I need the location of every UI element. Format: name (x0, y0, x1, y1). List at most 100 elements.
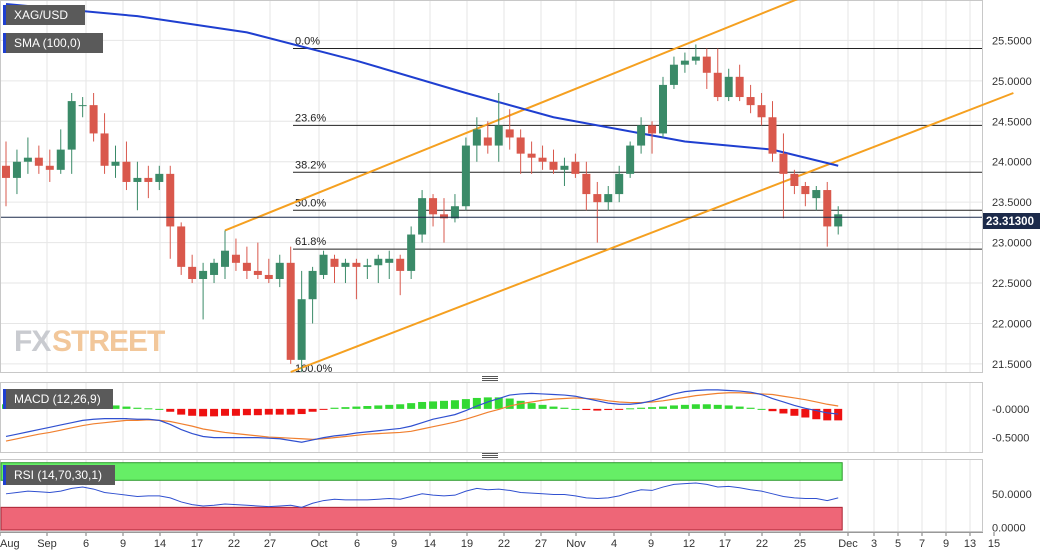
candle-body (407, 234, 416, 271)
candle (100, 113, 109, 174)
candle-body (680, 60, 689, 65)
sma-100-path (5, 3, 839, 167)
candle-body (100, 133, 109, 166)
candle-body (768, 117, 777, 154)
candle (12, 149, 21, 195)
candle-body (385, 258, 394, 263)
macd-histogram-bar (330, 407, 339, 409)
candle-body (78, 105, 87, 107)
x-tick-label: 9 (943, 538, 949, 550)
macd-histogram-bar (713, 404, 722, 409)
candle-body (582, 173, 591, 195)
candle-body (527, 153, 536, 158)
candle-body (724, 76, 733, 98)
candle (735, 64, 744, 102)
candle (637, 117, 646, 154)
candle-body (429, 198, 438, 215)
macd-histogram-bar (440, 400, 448, 409)
macd-histogram-bar (680, 404, 689, 409)
candle (275, 254, 284, 288)
x-tick-label: 19 (461, 538, 473, 550)
candle (210, 258, 219, 284)
candle (702, 48, 711, 89)
macd-histogram-bar (253, 408, 262, 416)
x-tick-label: 6 (83, 538, 89, 550)
macd-indicator-label[interactable]: MACD (12,26,9) (3, 389, 113, 409)
macd-histogram-bar (516, 400, 525, 409)
candle (429, 194, 438, 227)
macd-histogram-bar (210, 408, 219, 417)
macd-histogram-bar (626, 408, 635, 410)
candle-body (505, 129, 514, 138)
macd-histogram-bar (604, 408, 613, 411)
candle (78, 97, 87, 118)
macd-histogram-bar (637, 407, 646, 409)
fib-level-label: 23.6% (295, 112, 326, 124)
macd-histogram-bar (659, 406, 667, 409)
candle-body (89, 105, 98, 134)
candle-body (626, 145, 635, 174)
macd-histogram-bar (571, 408, 580, 410)
candle (440, 198, 448, 243)
candle (396, 254, 405, 296)
macd-histogram-bar (494, 397, 503, 409)
candle (418, 190, 427, 243)
candle-body (757, 105, 766, 118)
candle (67, 93, 76, 174)
candle (341, 258, 350, 284)
sma-indicator-label[interactable]: SMA (100,0) (3, 33, 103, 53)
candle (812, 186, 821, 211)
candle (45, 149, 54, 182)
candle (790, 169, 799, 195)
candle-body (253, 270, 262, 275)
x-tick-label: 14 (424, 538, 436, 550)
macd-histogram-bar (538, 404, 547, 409)
candle (801, 181, 810, 207)
current-price-badge: 23.31300 (983, 213, 1040, 229)
candle (407, 226, 416, 279)
candle-body (516, 137, 525, 154)
macd-histogram-bar (242, 408, 251, 416)
rsi-indicator-label[interactable]: RSI (14,70,30,1) (3, 465, 115, 485)
rsi-resize-handle[interactable] (482, 453, 498, 458)
macd-histogram-bar (429, 401, 438, 409)
candle-body (746, 97, 755, 106)
rsi-tick-label: 50.0000 (992, 489, 1032, 501)
macd-histogram-bar (724, 405, 733, 409)
candle (122, 141, 131, 191)
symbol-label[interactable]: XAG/USD (3, 5, 85, 25)
macd-histogram-bar (144, 408, 153, 410)
macd-histogram-bar (560, 407, 569, 409)
candle-body (571, 161, 580, 174)
x-tick-label: Dec (838, 538, 858, 550)
candle-body (199, 270, 208, 279)
macd-histogram-bar (834, 408, 843, 421)
macd-histogram-bar (155, 408, 164, 410)
candle (483, 121, 492, 154)
macd-histogram-bar (801, 408, 810, 418)
candle-body (2, 165, 10, 178)
macd-histogram-bar (352, 406, 361, 409)
candle-body (648, 125, 657, 134)
svg-text:MACD (12,26,9): MACD (12,26,9) (14, 392, 101, 406)
candle (615, 165, 624, 203)
fib-level-label: 61.8% (295, 236, 326, 248)
x-tick-label: 22 (498, 538, 510, 550)
candle-body (308, 270, 317, 300)
candle (538, 145, 547, 170)
candle-body (56, 149, 65, 170)
candle (494, 93, 503, 162)
macd-histogram-bar (472, 397, 481, 409)
candle-body (67, 101, 76, 150)
macd-resize-handle[interactable] (482, 376, 498, 381)
macd-histogram-bar (133, 407, 142, 409)
candle-body (34, 157, 43, 166)
candle-body (111, 161, 120, 166)
svg-text:SMA (100,0): SMA (100,0) (14, 36, 81, 50)
macd-histogram-bar (812, 408, 821, 420)
x-tick-label: Sep (37, 538, 57, 550)
candle-body (12, 161, 21, 178)
macd-histogram-bar (648, 407, 657, 409)
macd-histogram-bar (199, 408, 208, 417)
